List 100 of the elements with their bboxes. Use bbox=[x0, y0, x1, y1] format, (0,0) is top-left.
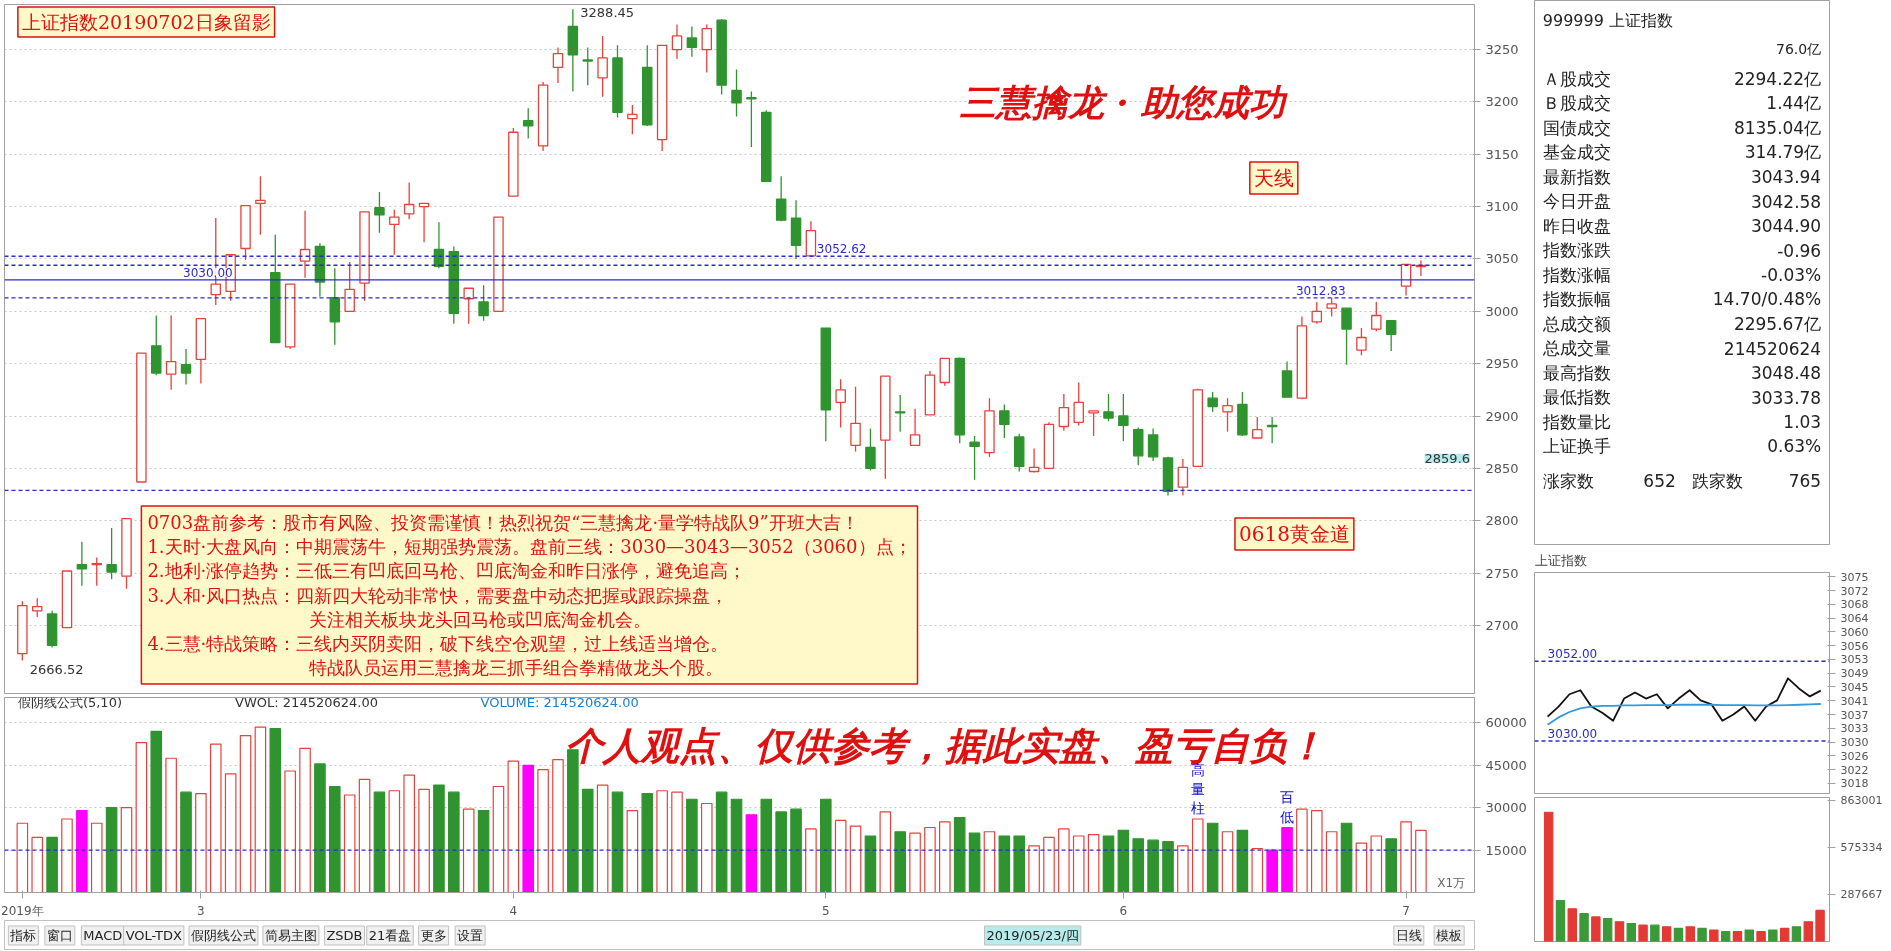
y-tick-label: 2900 bbox=[1485, 408, 1519, 424]
y-tick-label: 3064 bbox=[1840, 612, 1869, 626]
annotation: 2666.52 bbox=[29, 662, 84, 678]
x-tick-label: 4 bbox=[509, 903, 518, 918]
candlestick bbox=[522, 107, 534, 140]
bar bbox=[1147, 839, 1159, 893]
bar bbox=[939, 821, 951, 893]
ref-line-label: 3052.00 bbox=[1547, 647, 1598, 662]
y-tick-label: 2950 bbox=[1485, 356, 1519, 372]
ref-line-label: 3012.83 bbox=[1295, 283, 1346, 298]
text: 总成交量 bbox=[1541, 338, 1611, 358]
text: 最新指数 bbox=[1542, 166, 1611, 187]
x-tick-label: 5 bbox=[821, 903, 830, 918]
y-tick-label: 575334 bbox=[1840, 841, 1883, 855]
bar bbox=[76, 809, 88, 893]
y-tick-label: 3053 bbox=[1840, 653, 1869, 667]
annotation: 上证指数20190702日象留影 bbox=[21, 10, 271, 33]
bar bbox=[224, 773, 237, 893]
bar bbox=[1697, 927, 1707, 942]
bar bbox=[1072, 835, 1085, 893]
text: 314.79亿 bbox=[1744, 142, 1822, 162]
text: 3044.90 bbox=[1750, 216, 1822, 236]
text: 基金成交 bbox=[1542, 142, 1611, 162]
candlestick bbox=[1088, 410, 1099, 437]
text: 昨日收盘 bbox=[1542, 215, 1611, 236]
y-tick-label: 3100 bbox=[1485, 199, 1519, 215]
bar bbox=[254, 726, 267, 893]
bar bbox=[596, 784, 609, 893]
bar bbox=[239, 735, 252, 893]
bar bbox=[522, 764, 535, 893]
bar bbox=[581, 788, 594, 893]
candlestick bbox=[1118, 393, 1129, 442]
y-tick-label: 3250 bbox=[1485, 42, 1519, 58]
text: 最低指数 bbox=[1542, 387, 1611, 407]
text: 1.03 bbox=[1783, 412, 1822, 432]
candlestick bbox=[76, 541, 88, 587]
text: 日线 bbox=[1395, 928, 1422, 943]
candlestick bbox=[1103, 393, 1114, 422]
bar bbox=[165, 757, 177, 893]
y-tick-label: 3049 bbox=[1840, 667, 1869, 681]
bar bbox=[1650, 924, 1660, 942]
text: Ｂ股成交 bbox=[1542, 93, 1611, 113]
bar bbox=[1087, 833, 1100, 893]
y-tick-label: 30000 bbox=[1485, 800, 1527, 816]
bar bbox=[641, 792, 654, 893]
candlestick bbox=[1252, 416, 1263, 439]
annotation: 关注相关板块龙头回马枪或凹底淘金机会。 bbox=[147, 608, 652, 630]
bar bbox=[611, 791, 624, 893]
annotation: 2.地利·涨停趋势：三低三有凹底回马枪、凹底淘金和昨日涨停，避免追高； bbox=[147, 560, 747, 582]
candlestick bbox=[835, 378, 846, 429]
bar bbox=[1638, 924, 1648, 942]
text: 最高指数 bbox=[1542, 362, 1611, 383]
bar bbox=[269, 727, 282, 893]
bar bbox=[492, 785, 505, 893]
bar bbox=[90, 822, 103, 893]
bar bbox=[1281, 826, 1293, 893]
y-tick-label: 3075 bbox=[1840, 570, 1869, 584]
bar bbox=[998, 835, 1011, 893]
text: 214520624 bbox=[1723, 338, 1822, 359]
bar bbox=[1732, 931, 1743, 942]
candlestick bbox=[909, 408, 921, 446]
candlestick bbox=[374, 191, 385, 234]
bar bbox=[329, 785, 341, 893]
text: 652 bbox=[1643, 471, 1676, 491]
candlestick bbox=[999, 403, 1010, 439]
line-series bbox=[1546, 703, 1822, 726]
candlestick bbox=[686, 25, 698, 58]
bar bbox=[790, 808, 802, 893]
y-tick-label: 3072 bbox=[1840, 584, 1869, 598]
bar bbox=[1191, 818, 1204, 893]
text: 21看盘 bbox=[368, 928, 412, 943]
bar bbox=[849, 825, 862, 893]
x-tick-label: 6 bbox=[1119, 903, 1128, 918]
y-tick-label: 15000 bbox=[1485, 842, 1527, 858]
bar bbox=[1567, 908, 1577, 942]
bar bbox=[403, 774, 415, 893]
text: 指数涨跌 bbox=[1541, 240, 1611, 260]
candlestick bbox=[627, 104, 638, 135]
annotation: 特战队员运用三慧擒龙三抓手组合拳精做龙头个股。 bbox=[147, 656, 724, 678]
bar bbox=[671, 791, 683, 893]
bar bbox=[1614, 921, 1625, 942]
bar bbox=[1768, 929, 1778, 942]
text: 上证换手 bbox=[1542, 436, 1611, 456]
bar bbox=[1579, 913, 1589, 942]
bar bbox=[388, 790, 401, 893]
bar bbox=[1206, 822, 1219, 893]
bar bbox=[730, 798, 743, 893]
bar bbox=[61, 818, 73, 893]
bar bbox=[299, 747, 311, 893]
bar bbox=[1709, 929, 1719, 942]
bar bbox=[1043, 836, 1055, 893]
bar bbox=[1626, 922, 1636, 942]
y-tick-label: 3026 bbox=[1840, 749, 1869, 763]
text: 999999 上证指数 bbox=[1542, 11, 1673, 30]
y-tick-label: 3033 bbox=[1840, 722, 1869, 736]
y-tick-label: 3200 bbox=[1485, 94, 1519, 110]
text: 76.0亿 bbox=[1776, 40, 1822, 57]
bar bbox=[819, 798, 832, 893]
candlestick bbox=[1207, 391, 1218, 413]
bar bbox=[1415, 829, 1427, 893]
